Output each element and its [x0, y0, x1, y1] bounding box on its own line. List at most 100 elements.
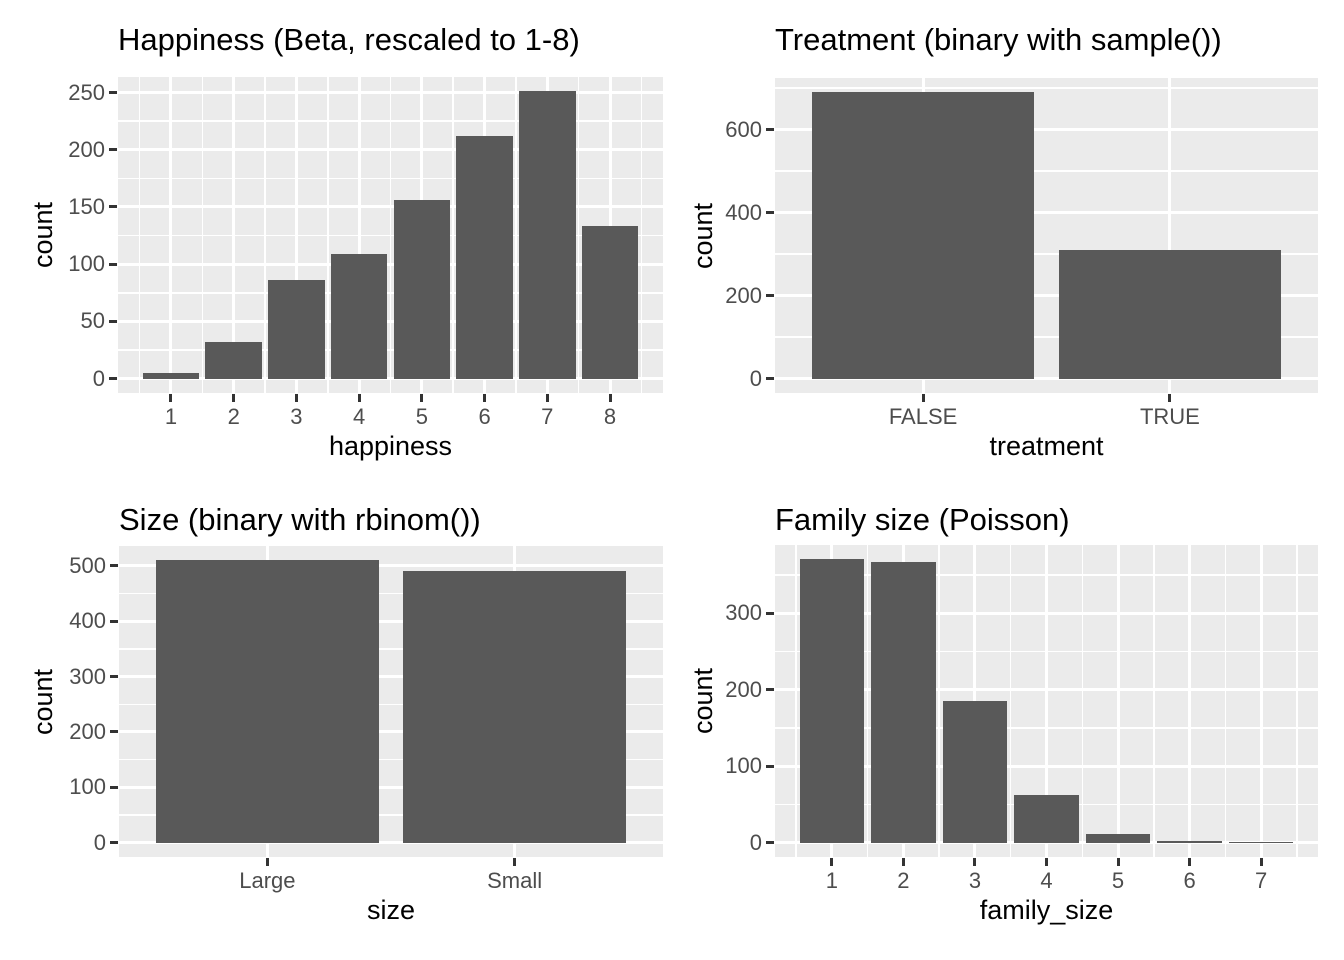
gridline-minor-h	[775, 336, 1318, 338]
bar	[1228, 842, 1294, 843]
bar	[330, 253, 388, 379]
y-tick-mark	[110, 785, 118, 789]
x-tick-mark	[545, 394, 549, 402]
plot-panel	[775, 78, 1318, 393]
gridline-major-h	[119, 841, 663, 845]
gridline-major-h	[118, 319, 663, 323]
gridline-minor-v	[1224, 545, 1227, 857]
x-axis-title: size	[366, 895, 415, 925]
bar	[799, 559, 865, 843]
x-tick-label: 4	[353, 404, 366, 429]
y-tick-mark	[109, 91, 117, 94]
x-tick-mark	[513, 858, 517, 866]
x-tick-label: 8	[603, 404, 617, 429]
y-tick-label: 250	[68, 79, 105, 105]
y-tick-label: 50	[80, 308, 105, 334]
y-tick-mark	[110, 675, 118, 679]
y-tick-mark	[110, 730, 118, 734]
gridline-minor-h	[119, 758, 663, 761]
bar	[1014, 794, 1079, 843]
gridline-minor-v	[327, 77, 329, 393]
gridline-major-h	[118, 377, 663, 381]
bar	[1058, 250, 1281, 379]
gridline-major-h	[119, 564, 663, 568]
chart-title: Happiness (Beta, rescaled to 1-8)	[118, 22, 580, 57]
y-tick-label: 0	[93, 829, 106, 855]
gridline-minor-h	[119, 592, 663, 595]
x-tick-label: 3	[968, 868, 982, 893]
gridline-major-h	[118, 205, 663, 209]
chart-size-bar: Size (binary with rbinom()) count size L…	[0, 480, 672, 960]
bar	[142, 372, 200, 379]
y-tick-mark	[110, 619, 118, 623]
x-axis-title: family_size	[979, 895, 1114, 925]
y-tick-label: 100	[69, 774, 106, 800]
gridline-major-v	[1045, 545, 1048, 857]
y-tick-mark	[110, 564, 118, 568]
chart-treatment-bar: Treatment (binary with sample()) count t…	[672, 0, 1344, 480]
gridline-major-h	[775, 377, 1318, 381]
y-tick-label: 500	[69, 552, 106, 578]
y-tick-mark	[766, 211, 774, 215]
x-tick-mark	[1168, 394, 1172, 402]
x-tick-label: Small	[487, 868, 543, 893]
y-tick-mark	[766, 294, 774, 298]
gridline-major-v	[1188, 545, 1192, 857]
bar	[156, 560, 379, 843]
gridline-major-h	[118, 262, 663, 266]
y-tick-label: 200	[725, 282, 762, 308]
y-tick-label: 200	[725, 676, 762, 702]
y-tick-label: 200	[69, 718, 106, 744]
y-tick-mark	[766, 128, 774, 132]
bar	[393, 200, 451, 379]
gridline-major-h	[119, 675, 663, 679]
x-axis-title: treatment	[989, 431, 1104, 461]
plot-panel	[119, 546, 663, 857]
bar	[205, 342, 262, 379]
gridline-minor-v	[1009, 545, 1012, 857]
y-tick-label: 0	[92, 365, 105, 391]
gridline-major-h	[775, 294, 1318, 298]
y-tick-mark	[766, 841, 774, 845]
gridline-major-h	[119, 619, 663, 623]
y-tick-mark	[766, 688, 774, 692]
x-tick-mark	[357, 394, 361, 402]
x-tick-label: 2	[897, 868, 910, 893]
bar	[871, 562, 936, 843]
gridline-major-v	[1168, 78, 1172, 393]
x-tick-label: 1	[825, 868, 838, 893]
bar	[519, 91, 576, 379]
x-tick-label: Large	[239, 868, 296, 893]
gridline-minor-v	[201, 77, 204, 393]
x-tick-mark	[1188, 858, 1192, 866]
x-tick-mark	[483, 394, 487, 402]
gridline-minor-v	[389, 77, 392, 393]
x-tick-label: 1	[164, 404, 178, 429]
y-tick-mark	[766, 764, 774, 768]
gridline-minor-v	[1081, 545, 1084, 857]
x-tick-mark	[921, 394, 925, 402]
y-tick-label: 150	[68, 193, 105, 219]
x-tick-mark	[169, 394, 173, 402]
y-tick-label: 0	[749, 365, 762, 391]
gridline-major-v	[169, 77, 173, 393]
y-tick-label: 400	[725, 199, 762, 225]
x-tick-mark	[232, 394, 236, 402]
gridline-minor-v	[515, 77, 517, 393]
plot-panel	[118, 77, 663, 393]
y-tick-mark	[109, 377, 117, 381]
gridline-major-v	[357, 77, 361, 393]
x-tick-label: 7	[1254, 868, 1268, 893]
gridline-minor-v	[264, 77, 266, 393]
chart-happiness-histogram: Happiness (Beta, rescaled to 1-8) count …	[0, 0, 672, 480]
gridline-major-v	[232, 77, 236, 393]
gridline-minor-h	[775, 87, 1318, 89]
y-tick-label: 200	[68, 136, 105, 162]
x-tick-mark	[608, 394, 612, 402]
x-tick-mark	[265, 858, 269, 866]
bar	[942, 701, 1008, 843]
y-tick-mark	[766, 377, 774, 381]
x-tick-label: 3	[290, 404, 303, 429]
gridline-minor-h	[119, 648, 663, 650]
